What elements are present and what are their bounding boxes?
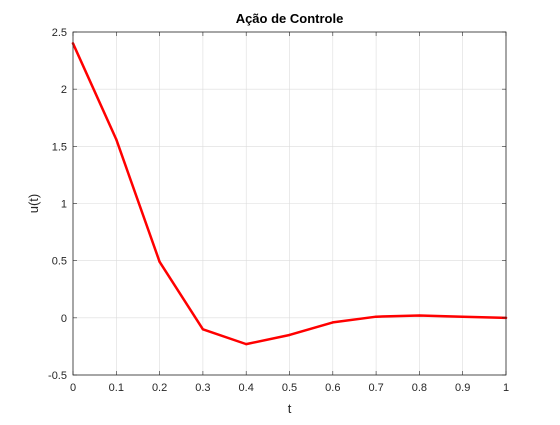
x-tick-labels: 0 0.1 0.2 0.3 0.4 0.5 0.6 0.7 0.8 0.9 1 bbox=[70, 382, 509, 394]
x-axis-label: t bbox=[288, 401, 292, 416]
series-layer bbox=[71, 42, 508, 346]
data-point bbox=[245, 342, 248, 346]
chart-title: Ação de Controle bbox=[236, 11, 344, 26]
y-tick-label: -0.5 bbox=[48, 370, 67, 382]
data-point bbox=[418, 314, 421, 317]
data-point bbox=[158, 260, 161, 264]
data-point bbox=[331, 321, 334, 324]
x-tick-label: 0.6 bbox=[325, 382, 340, 394]
y-tick-label: 0.5 bbox=[52, 256, 67, 268]
x-tick-label: 0 bbox=[70, 382, 76, 394]
data-point bbox=[201, 328, 205, 331]
y-axis-label: u(t) bbox=[26, 194, 41, 214]
tick-marks bbox=[72, 31, 507, 376]
x-tick-label: 0.7 bbox=[368, 382, 383, 394]
x-tick-label: 0.9 bbox=[455, 382, 470, 394]
data-point bbox=[374, 315, 378, 318]
x-tick-label: 1 bbox=[503, 382, 509, 394]
data-point bbox=[115, 138, 118, 141]
y-tick-label: 0 bbox=[61, 313, 67, 325]
y-tick-labels: -0.5 0 0.5 1 1.5 2 2.5 bbox=[48, 27, 67, 382]
y-tick-label: 1.5 bbox=[52, 141, 67, 153]
y-tick-label: 2 bbox=[61, 84, 67, 96]
data-point bbox=[288, 333, 291, 337]
x-tick-label: 0.1 bbox=[109, 382, 124, 394]
data-point bbox=[461, 315, 464, 318]
x-tick-label: 0.3 bbox=[195, 382, 210, 394]
y-tick-label: 1 bbox=[61, 199, 67, 211]
x-tick-label: 0.4 bbox=[239, 382, 254, 394]
y-tick-label: 2.5 bbox=[52, 27, 67, 39]
x-tick-label: 0.5 bbox=[282, 382, 297, 394]
x-tick-label: 0.8 bbox=[412, 382, 427, 394]
x-tick-label: 0.2 bbox=[152, 382, 167, 394]
